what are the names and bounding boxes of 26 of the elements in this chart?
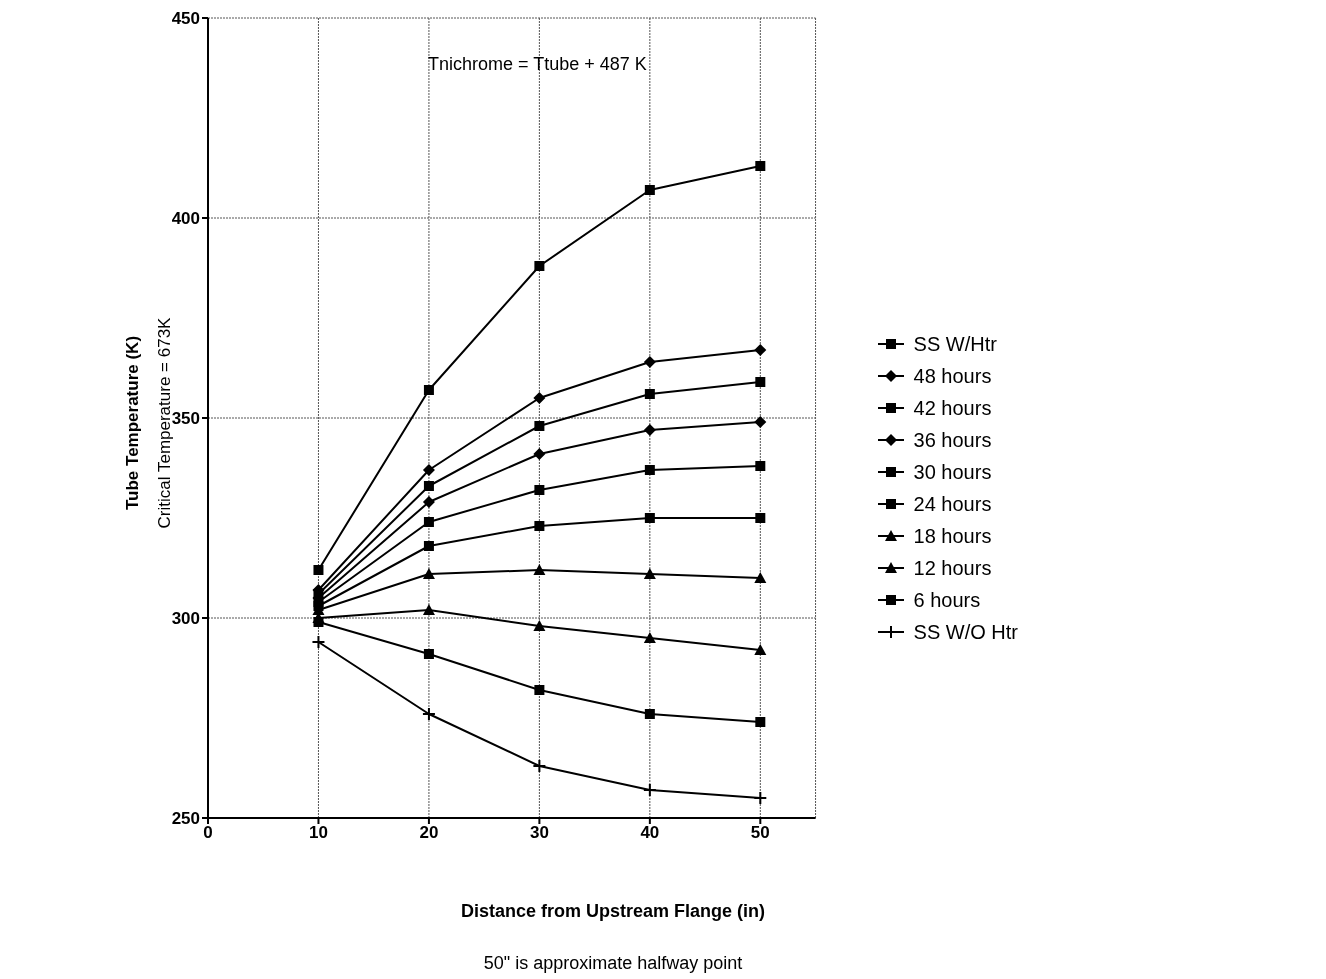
- legend-label: 6 hours: [913, 588, 981, 613]
- y-tick-label: 350: [171, 409, 200, 429]
- x-tick-label: 0: [203, 823, 213, 843]
- text: Critical Temperature = 673K: [155, 317, 174, 529]
- legend-label: SS W/O Htr: [913, 620, 1018, 645]
- x-tick-label: 20: [419, 823, 439, 843]
- legend-label: 18 hours: [913, 524, 992, 549]
- annotation: Tnichrome = Ttube + 487 K: [428, 54, 647, 75]
- x-axis-title: Distance from Upstream Flange (in): [459, 901, 767, 922]
- text: 50" is approximate halfway point: [482, 953, 744, 974]
- y-tick-label: 450: [171, 9, 200, 29]
- y-tick-label: 400: [171, 209, 200, 229]
- legend-label: 24 hours: [913, 492, 992, 517]
- legend-label: 12 hours: [913, 556, 992, 581]
- legend-label: SS W/Htr: [913, 332, 997, 357]
- y-tick-label: 300: [171, 609, 200, 629]
- x-tick-label: 40: [640, 823, 660, 843]
- x-tick-label: 50: [750, 823, 770, 843]
- legend-label: 30 hours: [913, 460, 992, 485]
- legend-label: 42 hours: [913, 396, 992, 421]
- x-tick-label: 30: [529, 823, 549, 843]
- y-tick-label: 250: [171, 809, 200, 829]
- y-axis-title: Tube Temperature (K): [123, 335, 143, 511]
- legend-label: 48 hours: [913, 364, 992, 389]
- x-tick-label: 10: [309, 823, 328, 843]
- legend-label: 36 hours: [913, 428, 992, 453]
